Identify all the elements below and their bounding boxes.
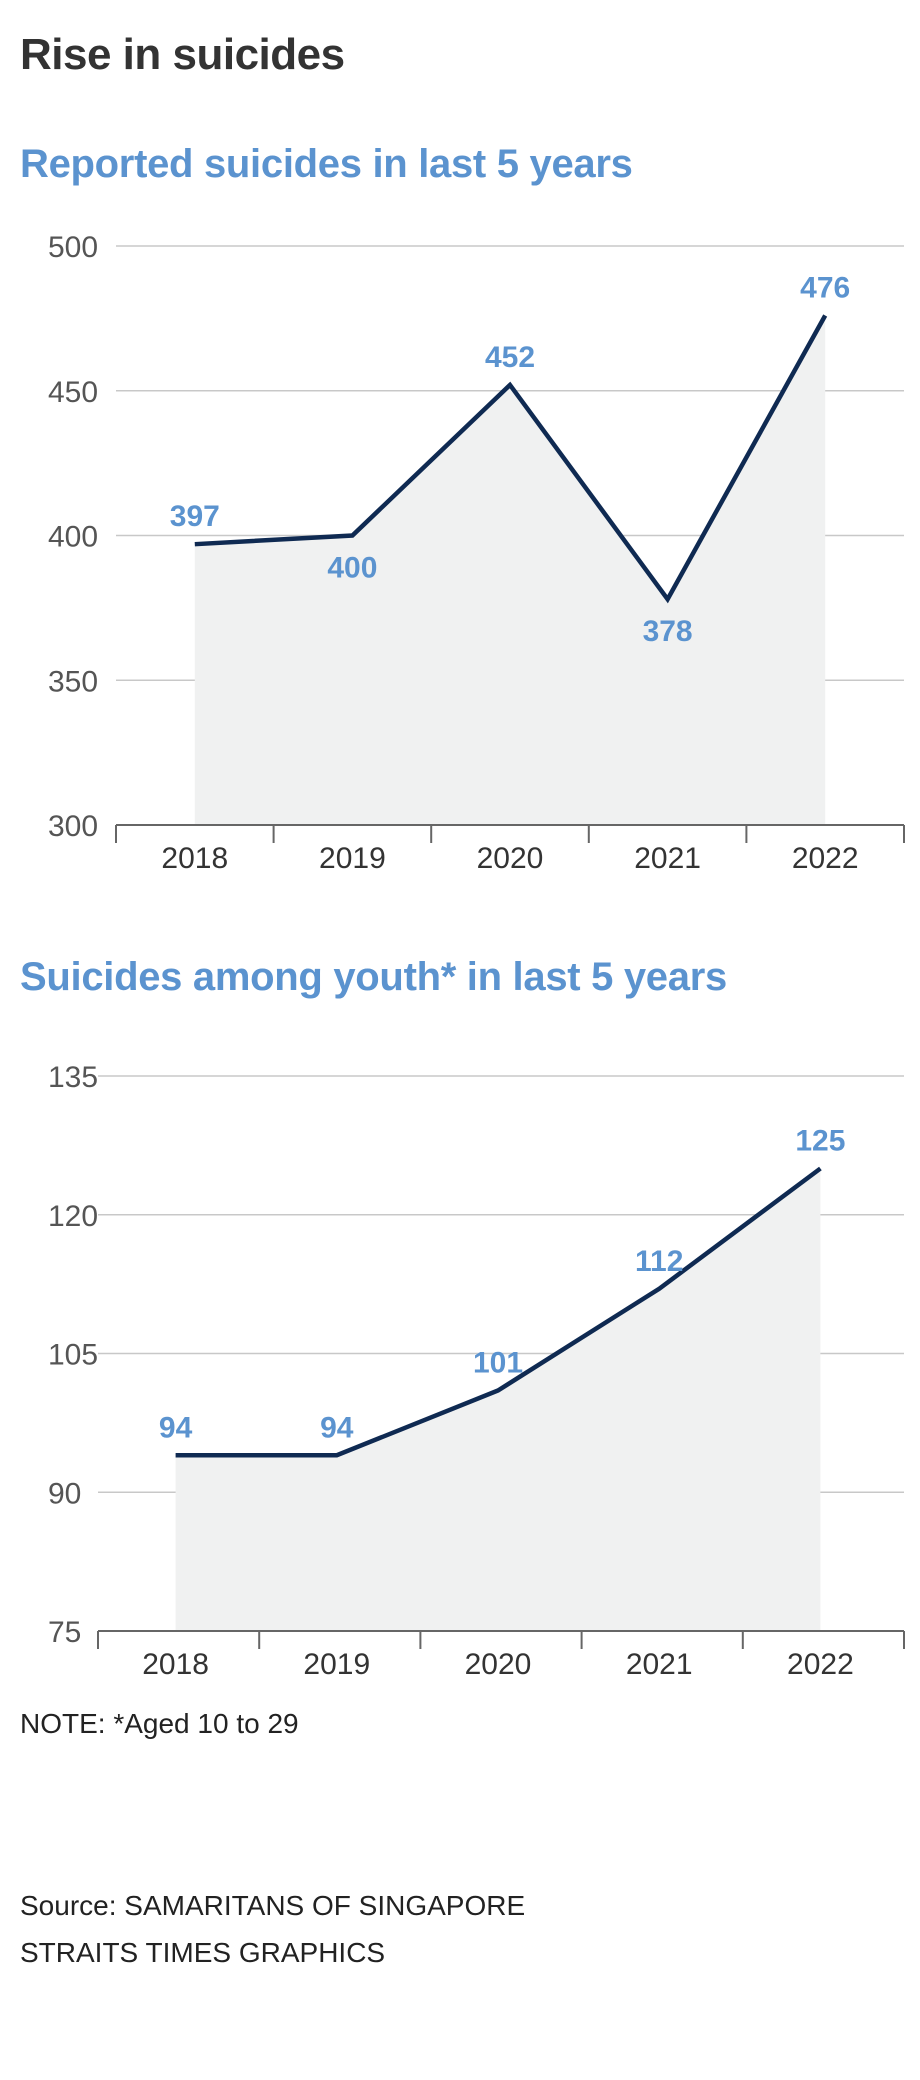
footnote: NOTE: *Aged 10 to 29	[20, 1708, 299, 1739]
x-tick-label: 2021	[634, 842, 701, 875]
x-tick-label: 2022	[787, 1648, 854, 1681]
y-tick-label: 350	[48, 665, 98, 698]
data-label: 476	[800, 271, 850, 304]
data-label: 94	[320, 1411, 354, 1444]
x-tick-label: 2018	[161, 842, 228, 875]
x-tick-label: 2019	[303, 1648, 370, 1681]
series-line	[175, 1166, 822, 1458]
data-label: 400	[327, 552, 377, 585]
y-tick-label: 105	[48, 1339, 98, 1372]
x-tick-label: 2020	[477, 842, 544, 875]
source-credit: Source: SAMARITANS OF SINGAPORE	[20, 1890, 526, 1921]
y-tick-label: 500	[48, 231, 98, 264]
data-label: 112	[635, 1245, 683, 1278]
y-tick-label: 300	[48, 810, 98, 843]
data-label: 94	[159, 1411, 193, 1444]
page-title: Rise in suicides	[20, 30, 345, 79]
data-label: 397	[170, 500, 220, 533]
y-tick-label: 400	[48, 521, 98, 554]
x-tick-label: 2022	[792, 842, 859, 875]
data-label: 101	[473, 1347, 523, 1380]
series-line	[194, 314, 828, 604]
chart-title-youth-suicides: Suicides among youth* in last 5 years	[20, 955, 727, 999]
youth-suicides-chart: 75 90 105 120 135 2018 2019 2020 2021 2022 94 94 101…	[48, 1061, 905, 1681]
y-tick-label: 120	[48, 1200, 98, 1233]
y-tick-label: 90	[48, 1477, 81, 1510]
reported-suicides-chart: 300 350 400 450 500 2018 2019 2020 2021 2022 397 40…	[48, 231, 905, 875]
graphics-credit: STRAITS TIMES GRAPHICS	[20, 1937, 386, 1968]
area-fill	[194, 315, 826, 825]
x-tick-label: 2020	[465, 1648, 532, 1681]
chart-title-reported-suicides: Reported suicides in last 5 years	[20, 142, 633, 186]
x-tick-label: 2019	[319, 842, 386, 875]
y-tick-label: 135	[48, 1061, 98, 1094]
data-label: 378	[643, 615, 693, 648]
y-tick-label: 450	[48, 376, 98, 409]
y-tick-label: 75	[48, 1616, 81, 1649]
area-fill	[175, 1168, 821, 1631]
data-label: 452	[485, 341, 535, 374]
data-label: 125	[795, 1125, 845, 1158]
x-tick-label: 2018	[142, 1648, 209, 1681]
x-tick-label: 2021	[626, 1648, 693, 1681]
